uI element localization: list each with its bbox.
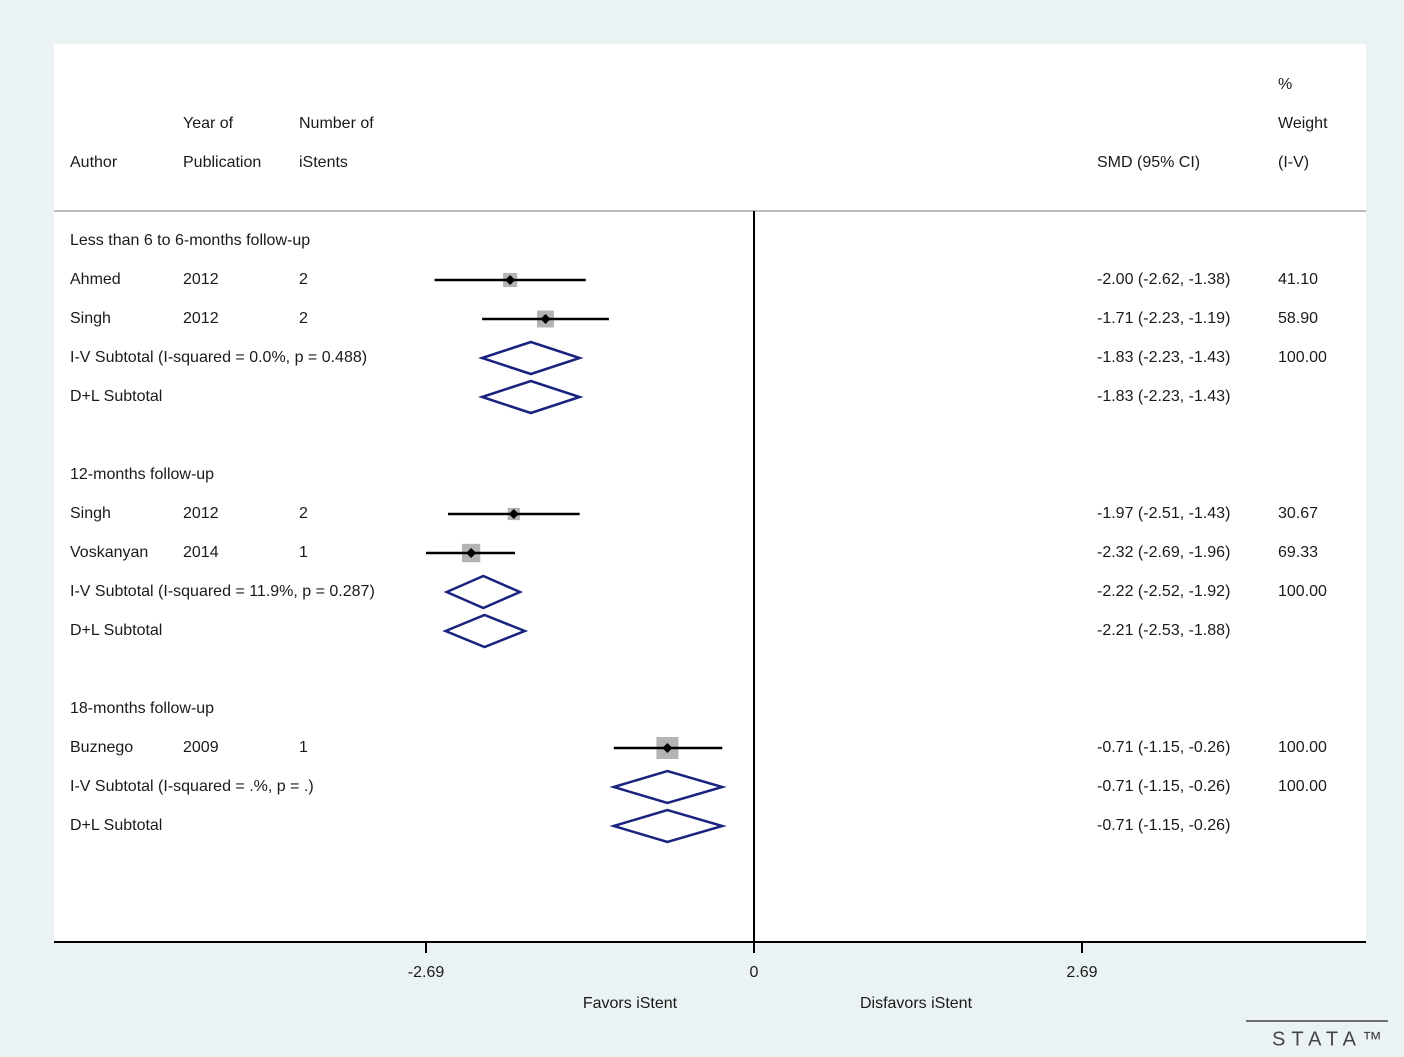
point-estimate-marker <box>466 548 477 558</box>
study-smd-ci: -2.32 (-2.69, -1.96) <box>1097 544 1230 561</box>
study-istents: 1 <box>299 739 308 756</box>
subtotal-smd-ci: -2.21 (-2.53, -1.88) <box>1097 622 1230 639</box>
subtotal-weight: 100.00 <box>1278 583 1327 600</box>
study-weight: 41.10 <box>1278 271 1318 288</box>
study-author: Voskanyan <box>70 544 148 561</box>
subtotal-smd-ci: -0.71 (-1.15, -0.26) <box>1097 778 1230 795</box>
study-istents: 1 <box>299 544 308 561</box>
header-istents-line1: Number of <box>299 115 374 132</box>
subtotal-smd-ci: -0.71 (-1.15, -0.26) <box>1097 817 1230 834</box>
group-label: Less than 6 to 6-months follow-up <box>70 232 310 249</box>
study-author: Singh <box>70 310 111 327</box>
stata-logo-watermark: STATA™ <box>1272 1028 1388 1050</box>
subtotal-diamond <box>609 808 727 844</box>
subtotal-diamond <box>443 574 524 610</box>
study-smd-ci: -1.97 (-2.51, -1.43) <box>1097 505 1230 522</box>
header-weight-line2: Weight <box>1278 115 1328 132</box>
study-istents: 2 <box>299 505 308 522</box>
header-weight-line1: % <box>1278 76 1292 93</box>
subtotal-diamond <box>478 379 584 415</box>
study-author: Singh <box>70 505 111 522</box>
study-year: 2014 <box>183 544 219 561</box>
study-year: 2012 <box>183 505 219 522</box>
subtotal-diamond <box>478 340 584 376</box>
subtotal-smd-ci: -2.22 (-2.52, -1.92) <box>1097 583 1230 600</box>
study-weight: 58.90 <box>1278 310 1318 327</box>
study-smd-ci: -0.71 (-1.15, -0.26) <box>1097 739 1230 756</box>
x-axis-tick-label: 2.69 <box>1066 964 1097 981</box>
x-axis-tick-label: 0 <box>750 964 759 981</box>
plot-panel <box>54 44 1366 942</box>
subtotal-weight: 100.00 <box>1278 778 1327 795</box>
header-smd: SMD (95% CI) <box>1097 154 1200 171</box>
header-year-line2: Publication <box>183 154 261 171</box>
subtotal-smd-ci: -1.83 (-2.23, -1.43) <box>1097 388 1230 405</box>
subtotal-diamond <box>609 769 727 805</box>
study-weight: 30.67 <box>1278 505 1318 522</box>
x-axis-tick-label: -2.69 <box>408 964 445 981</box>
group-label: 18-months follow-up <box>70 700 214 717</box>
subtotal-label: I-V Subtotal (I-squared = 11.9%, p = 0.2… <box>70 583 375 600</box>
study-weight: 100.00 <box>1278 739 1327 756</box>
header-istents-line2: iStents <box>299 154 348 171</box>
group-label: 12-months follow-up <box>70 466 214 483</box>
study-smd-ci: -2.00 (-2.62, -1.38) <box>1097 271 1230 288</box>
subtotal-label: D+L Subtotal <box>70 817 162 834</box>
study-istents: 2 <box>299 271 308 288</box>
study-year: 2009 <box>183 739 219 756</box>
point-estimate-marker <box>540 314 551 324</box>
header-author: Author <box>70 154 118 171</box>
point-estimate-marker <box>508 509 519 519</box>
header-year-line1: Year of <box>183 115 234 132</box>
subtotal-label: D+L Subtotal <box>70 388 162 405</box>
subtotal-label: D+L Subtotal <box>70 622 162 639</box>
study-year: 2012 <box>183 310 219 327</box>
subtotal-smd-ci: -1.83 (-2.23, -1.43) <box>1097 349 1230 366</box>
study-istents: 2 <box>299 310 308 327</box>
study-author: Ahmed <box>70 271 121 288</box>
x-axis-left-label: Favors iStent <box>583 995 678 1012</box>
study-author: Buznego <box>70 739 133 756</box>
subtotal-diamond <box>442 613 529 649</box>
subtotal-weight: 100.00 <box>1278 349 1327 366</box>
study-weight: 69.33 <box>1278 544 1318 561</box>
study-smd-ci: -1.71 (-2.23, -1.19) <box>1097 310 1230 327</box>
subtotal-label: I-V Subtotal (I-squared = .%, p = .) <box>70 778 314 795</box>
point-estimate-marker <box>662 743 673 753</box>
study-year: 2012 <box>183 271 219 288</box>
x-axis-right-label: Disfavors iStent <box>860 995 973 1012</box>
header-weight-line3: (I-V) <box>1278 154 1309 171</box>
point-estimate-marker <box>505 275 516 285</box>
subtotal-label: I-V Subtotal (I-squared = 0.0%, p = 0.48… <box>70 349 367 366</box>
